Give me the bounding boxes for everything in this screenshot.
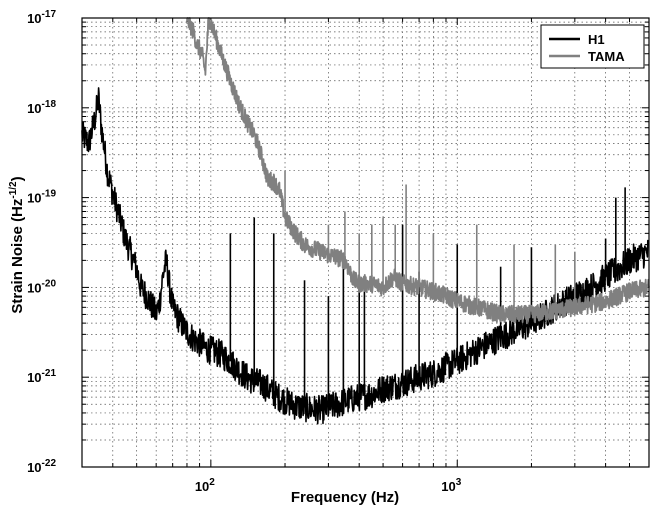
y-tick-exponent: -19 <box>42 189 57 200</box>
series-line-h1 <box>81 87 650 425</box>
legend-label-h1: H1 <box>588 32 605 47</box>
y-tick-exponent: -22 <box>42 458 57 469</box>
y-tick-base: 10 <box>27 101 41 116</box>
y-tick-label: 10-19 <box>27 189 56 206</box>
y-tick-base: 10 <box>27 280 41 295</box>
grid-lines <box>81 18 650 468</box>
legend: H1 TAMA <box>540 24 645 69</box>
y-axis-label-main: Strain Noise (Hz <box>9 199 26 314</box>
x-tick-labels: 102 103 <box>195 477 462 494</box>
y-tick-exponent: -20 <box>42 278 57 289</box>
y-tick-base: 10 <box>27 11 41 26</box>
x-tick-exponent: 2 <box>209 477 215 488</box>
y-axis-label-close: ) <box>9 176 26 181</box>
y-tick-label: 10-22 <box>27 458 56 475</box>
y-tick-exponent: -17 <box>42 9 57 20</box>
plot-frame <box>81 17 650 468</box>
y-tick-label: 10-20 <box>27 278 56 295</box>
legend-label-tama: TAMA <box>588 49 625 64</box>
x-tick-exponent: 3 <box>456 477 462 488</box>
x-tick-base: 10 <box>441 479 455 494</box>
x-tick-base: 10 <box>195 479 209 494</box>
y-tick-label: 10-18 <box>27 99 56 116</box>
y-tick-base: 10 <box>27 460 41 475</box>
y-axis-label: Strain Noise (Hz-1/2) <box>8 176 26 313</box>
y-tick-label: 10-17 <box>27 9 56 26</box>
series-layer <box>81 17 650 425</box>
x-tick-label: 102 <box>195 477 215 494</box>
series-line-tama <box>186 17 650 325</box>
y-tick-base: 10 <box>27 191 41 206</box>
y-tick-exponent: -21 <box>42 368 57 379</box>
y-tick-exponent: -18 <box>42 99 57 110</box>
y-axis-label-exponent: -1/2 <box>8 181 19 199</box>
x-axis-label: Frequency (Hz) <box>291 489 399 506</box>
legend-box <box>540 24 645 69</box>
y-tick-label: 10-21 <box>27 368 56 385</box>
y-tick-base: 10 <box>27 370 41 385</box>
x-tick-label: 103 <box>441 477 461 494</box>
